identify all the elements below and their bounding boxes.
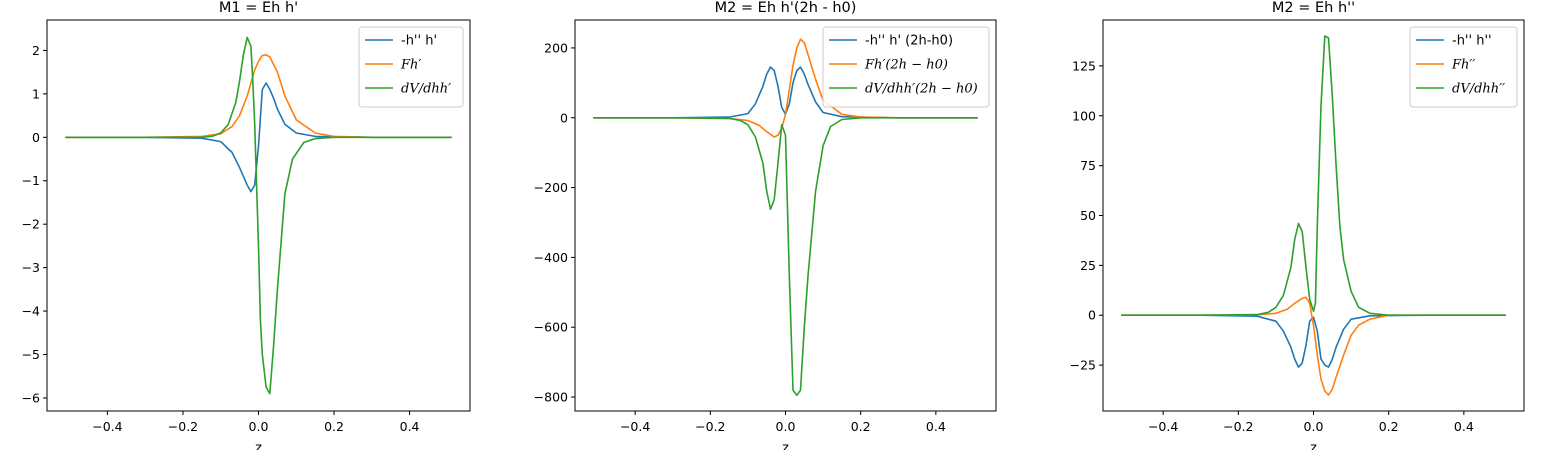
y-tick-label: 0 (1088, 308, 1096, 323)
legend (822, 26, 990, 108)
x-tick-label: 0.4 (1454, 419, 1474, 434)
x-axis-label: z (1310, 441, 1317, 450)
legend-entry: Fh′ (400, 58, 421, 73)
x-axis-label: z (255, 441, 262, 450)
y-tick-label: 125 (1072, 58, 1096, 73)
y-tick-label: −2 (22, 217, 40, 232)
legend-entry: Fh′′ (1451, 58, 1475, 73)
y-tick-label: 2 (32, 43, 40, 58)
y-tick-label: 75 (1080, 158, 1096, 173)
series-line-3 (65, 36, 452, 395)
series-line-2 (1121, 296, 1506, 396)
y-tick-label: −400 (534, 250, 568, 265)
legend-entry: dV/dhh′′ (1452, 82, 1505, 97)
y-tick-label: 200 (544, 40, 568, 55)
chart-panel-3: −0.4 −0.2 0.0 0.2 0.4 −25 0 25 50 75 100 125 M2 = Eh… (1070, 0, 1525, 450)
legend-entry: dV/dhh′(2h − h0) (865, 82, 978, 97)
y-tick-label: −200 (534, 180, 568, 195)
y-tick-label: −600 (534, 320, 568, 335)
y-tick-label: 1 (32, 86, 40, 101)
legend-entry: -h'' h'' (1452, 34, 1492, 49)
series-line-1 (1121, 314, 1506, 368)
x-tick-label: 0.0 (776, 419, 796, 434)
chart-title: M1 = Eh h' (219, 0, 298, 16)
y-tick-label: −1 (22, 173, 40, 188)
x-tick-label: 0.4 (926, 419, 946, 434)
x-tick-label: −0.4 (92, 419, 122, 434)
x-tick-label: 0.4 (400, 419, 420, 434)
legend-entry: Fh′(2h − h0) (864, 58, 948, 73)
x-tick-label: 0.0 (249, 419, 269, 434)
x-tick-label: −0.2 (168, 419, 198, 434)
legend (1409, 26, 1518, 108)
legend-entry: dV/dhh′ (401, 82, 451, 97)
y-tick-label: −3 (22, 260, 40, 275)
y-tick-label: −4 (22, 304, 40, 319)
x-tick-label: 0.0 (1304, 419, 1324, 434)
series-line-3 (592, 117, 979, 397)
x-axis-label: z (782, 441, 789, 450)
x-tick-label: −0.4 (620, 419, 650, 434)
x-tick-label: 0.2 (1379, 419, 1399, 434)
y-tick-label: 50 (1080, 208, 1096, 223)
y-tick-label: −5 (22, 347, 40, 362)
chart-title: M2 = Eh h'' (1272, 0, 1355, 16)
y-tick-label: 25 (1080, 258, 1096, 273)
series-line-1 (65, 82, 452, 193)
y-tick-label: −800 (534, 390, 568, 405)
legend-entry: -h'' h' (401, 34, 437, 49)
legend (358, 26, 464, 108)
y-tick-label: 0 (32, 130, 40, 145)
x-tick-label: −0.2 (1223, 419, 1253, 434)
x-tick-label: −0.4 (1148, 419, 1178, 434)
chart-panel-1: −0.4 −0.2 0.0 0.2 0.4 −6 −5 −4 −3 −2 −1 0 1 2 M1 = Eh … (22, 0, 471, 450)
series-line-3 (1121, 35, 1506, 317)
x-tick-label: 0.2 (851, 419, 871, 434)
y-tick-label: 100 (1072, 108, 1096, 123)
x-tick-label: 0.2 (324, 419, 344, 434)
chart-panel-2: −0.4 −0.2 0.0 0.2 0.4 −800 −600 −400 −200 0 200 M2 … (534, 0, 997, 450)
chart-title: M2 = Eh h'(2h - h0) (715, 0, 857, 16)
y-tick-label: −25 (1070, 358, 1096, 373)
y-tick-label: 0 (560, 110, 568, 125)
x-tick-label: −0.2 (695, 419, 725, 434)
y-tick-label: −6 (22, 390, 40, 405)
legend-entry: -h'' h' (2h-h0) (865, 34, 953, 49)
